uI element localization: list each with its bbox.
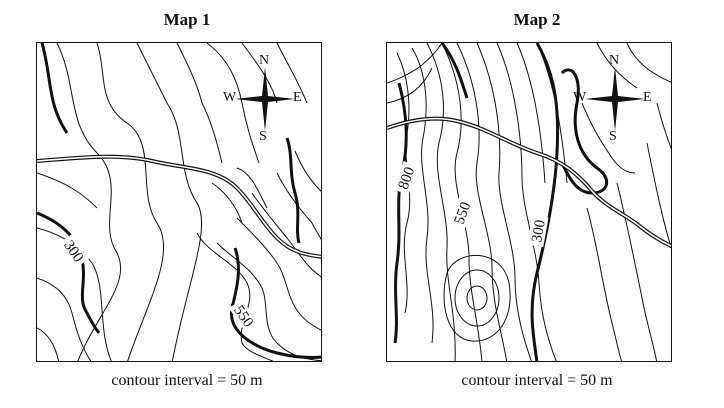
compass-north-label: N xyxy=(609,53,620,68)
compass-rose: N E S W xyxy=(223,53,305,144)
svg-text:800: 800 xyxy=(396,165,419,192)
compass-south-label: S xyxy=(609,129,617,144)
svg-text:550: 550 xyxy=(452,200,475,227)
contour-label-300: 300 xyxy=(58,234,90,268)
compass-west-label: W xyxy=(573,90,587,105)
map-2-frame: 800 550 300 N E S W xyxy=(386,42,672,362)
compass-east-label: E xyxy=(643,90,652,105)
contour-label-300: 300 xyxy=(527,214,549,248)
contour-label-550: 550 xyxy=(449,196,475,230)
map-title: Map 1 xyxy=(163,10,211,29)
compass-north-label: N xyxy=(259,53,270,68)
map-2-panel: Map 2 xyxy=(372,0,702,408)
map-title: Map 2 xyxy=(513,10,561,29)
contour-label-800: 800 xyxy=(393,161,419,195)
compass-south-label: S xyxy=(259,129,267,144)
map-1-panel: Map 1 xyxy=(22,0,352,408)
svg-text:300: 300 xyxy=(529,219,549,244)
compass-star-icon xyxy=(585,67,645,131)
contour-interval-caption: contour interval = 50 m xyxy=(111,372,263,389)
map-1-contours: 300 550 xyxy=(37,43,321,361)
contour-interval-caption: contour interval = 50 m xyxy=(461,372,613,389)
compass-rose: N E S W xyxy=(573,53,655,144)
compass-east-label: E xyxy=(293,90,302,105)
map-1-frame: 300 550 N E S W xyxy=(36,42,322,362)
map-2-contours: 800 550 300 xyxy=(387,43,671,361)
compass-star-icon xyxy=(235,67,295,131)
compass-west-label: W xyxy=(223,90,237,105)
